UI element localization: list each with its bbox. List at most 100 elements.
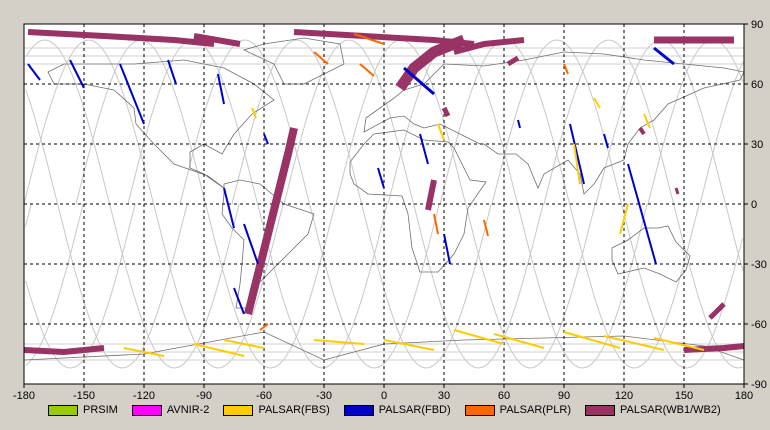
y-axis-ticks: 90 60 30 0 -30 -60 -90 — [744, 19, 767, 391]
orbit-track — [23, 39, 284, 369]
swath — [359, 63, 375, 77]
swath — [453, 37, 525, 55]
y-tick-label: 90 — [751, 19, 763, 31]
gridlines — [24, 24, 744, 384]
swath — [27, 63, 41, 81]
legend: PRSIM AVNIR-2 PALSAR(FBS) PALSAR(FBD) PALSAR… — [48, 401, 735, 419]
swath — [425, 179, 437, 211]
swath — [403, 66, 435, 96]
x-tick-label: -30 — [316, 390, 332, 402]
x-tick-label: 0 — [381, 390, 387, 402]
swath — [193, 343, 245, 357]
swath — [443, 233, 451, 265]
x-tick-label: -60 — [256, 390, 272, 402]
swath — [243, 223, 259, 265]
legend-swatch — [131, 404, 162, 416]
orbit-track — [25, 39, 744, 369]
legend-item: AVNIR-2 — [131, 404, 210, 416]
coverage-swaths — [23, 29, 745, 357]
swath — [437, 123, 445, 141]
legend-label: PALSAR(FBS) — [258, 404, 330, 416]
swath — [193, 33, 241, 47]
swath — [233, 287, 245, 315]
y-tick-label: 0 — [751, 199, 757, 211]
swath — [708, 302, 726, 320]
legend-swatch — [343, 404, 374, 416]
legend-item: PALSAR(FBS) — [223, 404, 330, 416]
swath — [119, 63, 145, 125]
orbit-track — [439, 39, 700, 369]
swath — [353, 33, 385, 45]
swath — [223, 187, 235, 229]
swath — [23, 345, 105, 355]
swath — [593, 97, 601, 109]
x-tick-label: -90 — [196, 390, 212, 402]
swath — [453, 329, 505, 345]
coastline — [363, 51, 745, 195]
swath — [569, 123, 585, 185]
swath — [674, 187, 680, 195]
legend-item: PALSAR(WB1/WB2) — [585, 404, 721, 416]
x-tick-label: 90 — [558, 390, 570, 402]
y-tick-label: -30 — [751, 259, 767, 271]
swath — [627, 163, 657, 265]
swath — [653, 46, 675, 66]
swath — [517, 119, 521, 129]
swath — [506, 55, 520, 67]
orbit-track — [25, 39, 743, 369]
swath — [259, 323, 269, 331]
legend-swatch — [585, 404, 615, 416]
swath — [263, 133, 269, 145]
coastline — [242, 37, 345, 85]
legend-label: PALSAR(PLR) — [499, 404, 571, 416]
swath — [419, 133, 429, 165]
swath — [441, 106, 451, 118]
x-tick-label: -120 — [133, 390, 155, 402]
legend-item: PALSAR(PLR) — [464, 404, 571, 416]
swath — [244, 127, 298, 315]
legend-label: PALSAR(FBD) — [378, 404, 451, 416]
swath — [27, 29, 215, 47]
swath — [573, 143, 581, 185]
legend-swatch — [48, 404, 78, 416]
swath — [563, 63, 569, 75]
x-tick-label: 150 — [675, 390, 693, 402]
swath — [563, 331, 621, 349]
orbit-track — [127, 39, 388, 369]
legend-item: PRSIM — [48, 404, 118, 416]
swath — [653, 337, 705, 351]
y-tick-label: -90 — [751, 379, 767, 391]
x-tick-label: -180 — [13, 390, 35, 402]
swath — [603, 133, 609, 149]
swath — [638, 126, 646, 136]
x-tick-label: 60 — [498, 390, 510, 402]
y-tick-label: -60 — [751, 319, 767, 331]
swath — [483, 219, 489, 237]
swath — [69, 59, 85, 89]
orbit-track — [25, 39, 744, 369]
swath — [395, 34, 467, 92]
swath — [313, 339, 365, 345]
swath — [619, 203, 629, 235]
swath — [167, 59, 177, 85]
swath — [493, 333, 545, 349]
legend-swatch — [464, 404, 495, 416]
orbit-track — [335, 39, 596, 369]
swath — [251, 107, 257, 119]
legend-item: PALSAR(FBD) — [343, 404, 451, 416]
swath — [603, 335, 665, 351]
y-tick-label: 30 — [751, 139, 763, 151]
swath — [223, 339, 265, 349]
legend-label: AVNIR-2 — [166, 404, 210, 416]
x-tick-label: 30 — [438, 390, 450, 402]
x-axis-ticks: -180 -150 -120 -90 -60 -30 0 30 60 90 120 150 180 — [13, 384, 753, 402]
orbit-track — [24, 39, 744, 369]
swath — [217, 73, 225, 105]
coastline — [47, 59, 275, 189]
legend-label: PRSIM — [83, 404, 118, 416]
swath — [377, 167, 385, 189]
x-tick-label: 180 — [735, 390, 753, 402]
swath — [123, 347, 165, 357]
legend-swatch — [223, 404, 254, 416]
